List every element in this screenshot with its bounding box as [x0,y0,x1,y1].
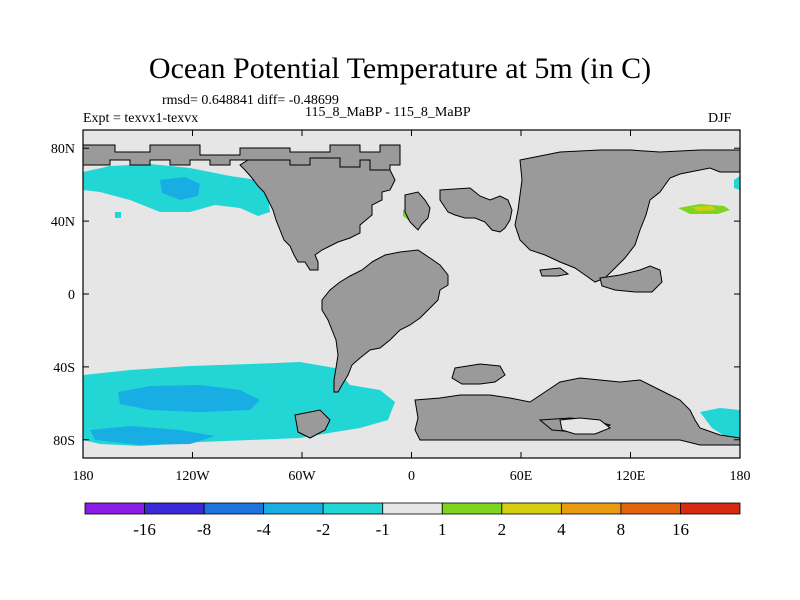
southern-ocean-core [118,385,260,412]
colorbar-swatch [144,502,205,515]
colorbar-swatch [203,502,265,515]
colorbar-label: -1 [376,520,390,539]
x-tick-label: 180 [73,469,94,484]
experiment-label: Expt = texvx1-texvx [83,111,199,126]
x-tick-label: 180 [730,469,751,484]
colorbar-swatch [560,502,622,515]
southern-ocean-east [700,408,740,440]
southern-ocean-core-2 [90,426,215,445]
colorbar-label: -4 [257,520,272,539]
colorbar-label: 1 [438,520,447,539]
x-axis: 180 120W 60W 0 60E 120E 180 [73,130,751,484]
colorbar-label: 8 [617,520,626,539]
land-masses [83,144,740,446]
north-pacific-spot [115,212,121,218]
case-label: 115_8_MaBP - 115_8_MaBP [305,105,471,120]
y-tick-label: 80N [51,142,75,157]
colorbar-swatch [501,502,562,515]
land-south-america [321,249,449,393]
season-label: DJF [708,111,732,126]
y-tick-label: 80S [53,434,75,449]
x-tick-label: 60E [510,469,533,484]
colorbar-label: 16 [672,520,689,539]
land-eurasia [514,149,740,283]
stats-label: rmsd= 0.648841 diff= -0.48699 [162,93,339,108]
colorbar: -16 -8 -4 -2 -1 1 2 4 8 16 [84,502,741,539]
x-tick-label: 120E [616,469,646,484]
colorbar-swatch [322,502,384,515]
land-antarctic-islands [451,363,506,385]
land-southern-continent-west [414,377,740,446]
chart-title: Ocean Potential Temperature at 5m (in C) [148,52,652,85]
colorbar-swatch [263,502,324,515]
y-axis: 80N 40N 0 40S 80S [51,142,740,449]
colorbar-swatch [680,502,741,515]
land-north-america [239,157,396,271]
y-tick-label: 0 [68,288,75,303]
north-pacific-tip [734,176,740,190]
land-india-island [539,267,570,277]
colorbar-label: -8 [197,520,211,539]
land-africa [439,187,513,233]
colorbar-label: 4 [557,520,566,539]
north-pacific-core [160,177,200,200]
x-tick-label: 0 [408,469,415,484]
north-pacific-warm-core [692,206,716,211]
colorbar-swatch [441,502,503,515]
x-tick-label: 60W [288,469,316,484]
colorbar-label: 2 [498,520,507,539]
colorbar-swatch [620,502,681,515]
land-south-asia-islands [599,265,663,293]
southern-inland-sea [559,417,611,435]
y-tick-label: 40S [53,361,75,376]
colorbar-swatch [84,502,145,515]
x-tick-label: 120W [175,469,210,484]
colorbar-label: -16 [133,520,156,539]
colorbar-swatch [382,502,443,515]
land-south-tip [294,409,331,439]
y-tick-label: 40N [51,215,75,230]
land-europe-africa [404,191,431,231]
colorbar-label: -2 [316,520,330,539]
